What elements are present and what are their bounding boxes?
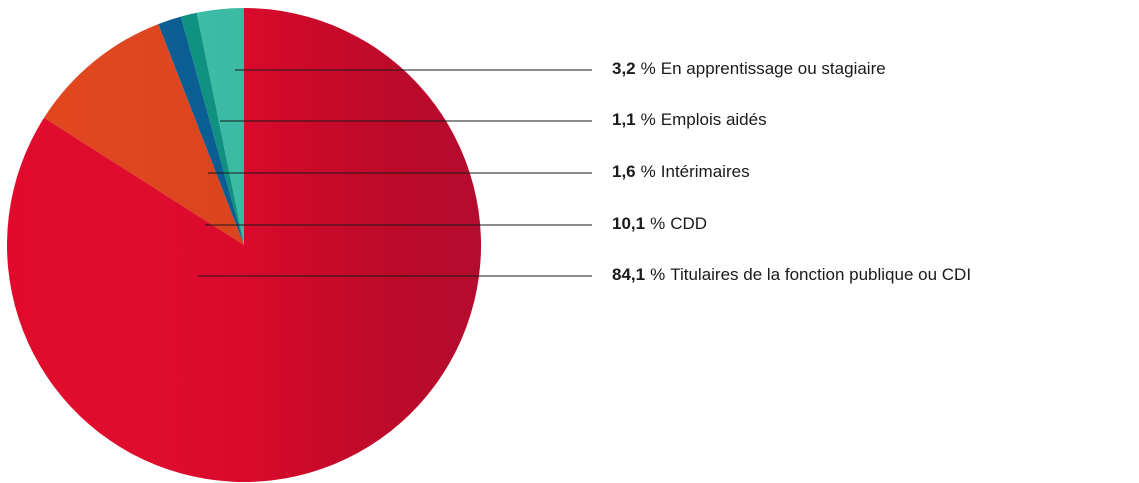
unit: % — [641, 110, 656, 129]
value-label: 3,2 — [612, 59, 636, 78]
value-label: 10,1 — [612, 214, 645, 233]
value-label: 84,1 — [612, 265, 645, 284]
slice-label: 1,1% Emplois aidés — [612, 110, 767, 129]
slice-label: 3,2% En apprentissage ou stagiaire — [612, 59, 886, 78]
category-label: Intérimaires — [661, 162, 750, 181]
category-label: CDD — [670, 214, 707, 233]
value-label: 1,6 — [612, 162, 636, 181]
slice-label: 84,1% Titulaires de la fonction publique … — [612, 265, 971, 284]
category-label: Titulaires de la fonction publique ou CD… — [670, 265, 971, 284]
unit: % — [650, 265, 665, 284]
unit: % — [650, 214, 665, 233]
legend: 3,2% En apprentissage ou stagiaire 1,1% Emp… — [198, 59, 971, 284]
value-label: 1,1 — [612, 110, 636, 129]
unit: % — [641, 162, 656, 181]
slice-label: 1,6% Intérimaires — [612, 162, 750, 181]
unit: % — [641, 59, 656, 78]
pie — [6, 8, 482, 482]
category-label: Emplois aidés — [661, 110, 767, 129]
slice-label: 10,1% CDD — [612, 214, 707, 233]
category-label: En apprentissage ou stagiaire — [661, 59, 886, 78]
